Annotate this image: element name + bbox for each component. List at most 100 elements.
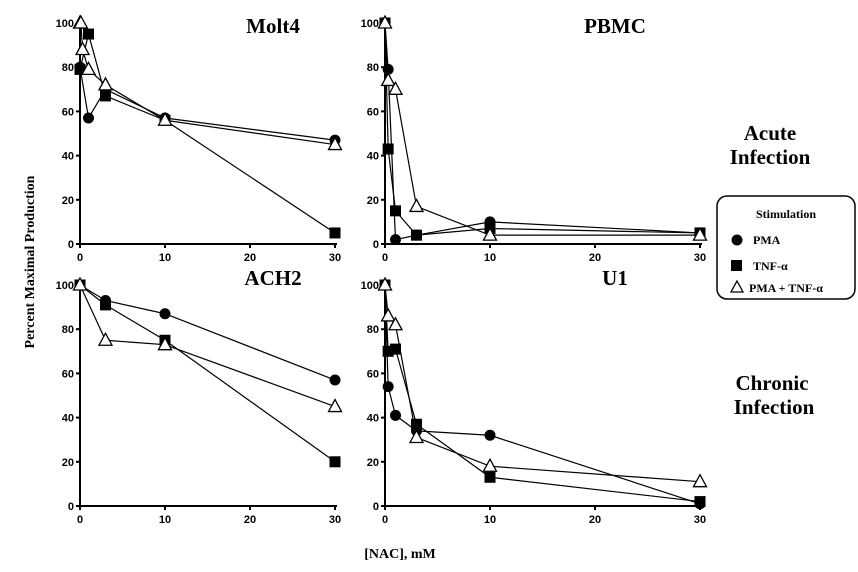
legend-marker-pma-tnf [729,279,745,293]
u1-ytick-label: 100 [361,280,379,292]
ach2-series-tnf-point [329,456,341,468]
molt4-xtick-label: 10 [159,252,171,264]
ach2-xtick-label: 10 [159,514,171,526]
u1-series-pma-point [390,409,401,421]
u1-xtick-label: 10 [484,514,496,526]
molt4-series-tnf-point [83,28,94,40]
pbmc-ytick-label: 80 [367,62,379,74]
ach2-series-tnf-point [100,299,111,311]
u1-series-pma-line [384,284,701,505]
ach2-ytick-label: 60 [62,368,74,380]
u1-series-tnf-point [694,496,706,508]
pbmc-series-pma-tnf-point [387,80,404,95]
ach2-series-pma-point [329,374,341,386]
row-label-chronic-line2: Infection [734,395,815,419]
panel-pbmc: 0 20 40 60 80 100 0 10 20 30 PBMC [361,14,708,264]
molt4-series-pma-tnf-point [74,41,91,56]
row-label-acute-line2: Infection [730,145,811,169]
molt4-series-pma-point [83,112,94,124]
pbmc-series-pma-tnf-point [482,226,498,241]
pbmc-xtick-label: 30 [694,252,706,264]
u1-series-pma-tnf-point [692,473,708,488]
u1-ytick-label: 60 [367,368,379,380]
molt4-series-pma-tnf-point [157,111,173,126]
u1-xtick-label: 30 [694,514,706,526]
ach2-series-pma-tnf-line [79,284,336,408]
molt4-xtick-label: 30 [329,252,341,264]
legend-label-tnf: TNF-α [753,259,788,273]
molt4-series-tnf-line [79,33,336,234]
molt4-series-tnf-point [329,227,341,239]
molt4-ytick-label: 100 [56,18,74,30]
pbmc-ytick-label: 60 [367,106,379,118]
row-label-acute-line1: Acute [744,121,796,145]
pbmc-series-tnf-line [384,22,701,236]
u1-series-tnf-line [384,284,701,503]
ach2-xtick-label: 20 [244,514,256,526]
u1-series-tnf-point [484,471,496,483]
molt4-ytick-label: 40 [62,151,74,163]
ach2-xtick-label: 0 [77,514,83,526]
pbmc-ytick-label: 100 [361,18,379,30]
legend-label-pma-tnf: PMA + TNF-α [749,281,823,295]
u1-series-pma-tnf-point [408,429,425,444]
ach2-xtick-label: 30 [329,514,341,526]
ach2-ytick-label: 80 [62,324,74,336]
pbmc-series-tnf-point [382,143,394,155]
u1-series-pma-point [484,429,496,441]
molt4-title: Molt4 [246,14,300,38]
pbmc-series-pma-tnf-point [377,14,393,29]
molt4-ytick-label: 60 [62,106,74,118]
u1-series-pma-tnf-point [387,316,404,331]
pbmc-series-pma-tnf-point [692,226,708,241]
legend-marker-pma [731,234,743,246]
legend-title: Stimulation [756,207,816,221]
ach2-ytick-label: 100 [56,280,74,292]
molt4-series-tnf-point [74,63,86,75]
molt4-ytick-label: 0 [68,239,74,251]
molt4-series-tnf-point [100,90,111,102]
u1-ytick-label: 40 [367,413,379,425]
pbmc-xtick-label: 10 [484,252,496,264]
molt4-series-pma-tnf-point [80,61,97,76]
ach2-series-pma-line [79,284,336,381]
pbmc-series-pma-line [384,22,701,241]
molt4-series-pma-tnf-point [73,14,89,29]
legend-label-pma: PMA [753,233,781,247]
panel-molt4: 0 20 40 60 80 100 0 10 20 30 Molt4 [56,14,343,264]
row-label-chronic-line1: Chronic [735,371,808,395]
ach2-series-pma-tnf-point [157,336,173,351]
pbmc-series-pma-point [390,234,401,246]
ach2-title: ACH2 [244,266,301,290]
u1-xtick-label: 20 [589,514,601,526]
u1-ytick-label: 0 [373,501,379,513]
u1-series-pma-tnf-point [377,276,393,291]
ach2-series-pma-tnf-point [327,398,343,413]
u1-xtick-label: 0 [382,514,388,526]
legend-box [716,195,856,300]
legend-marker-tnf [731,260,742,271]
u1-ytick-label: 20 [367,457,379,469]
pbmc-series-pma-tnf-point [408,198,425,213]
molt4-xtick-label: 20 [244,252,256,264]
molt4-series-pma-tnf-point [97,76,114,91]
legend: Stimulation PMA TNF-α PMA + TNF-α [716,195,856,300]
ach2-series-pma-tnf-point [72,276,88,291]
u1-ytick-label: 80 [367,324,379,336]
ach2-series-pma-point [159,308,171,320]
molt4-ytick-label: 80 [62,62,74,74]
pbmc-xtick-label: 20 [589,252,601,264]
panel-u1: 0 20 40 60 80 100 0 10 20 30 U1 [361,266,708,526]
u1-series-tnf-point [411,418,422,430]
u1-series-pma-tnf-point [482,457,498,472]
pbmc-series-pma-tnf-point [380,72,396,87]
pbmc-xtick-label: 0 [382,252,388,264]
ach2-ytick-label: 0 [68,501,74,513]
pbmc-series-tnf-point [390,205,401,217]
u1-series-tnf-point [382,345,394,357]
u1-series-pma-point [382,381,394,393]
pbmc-series-pma-point [382,63,394,75]
u1-title: U1 [602,266,628,290]
